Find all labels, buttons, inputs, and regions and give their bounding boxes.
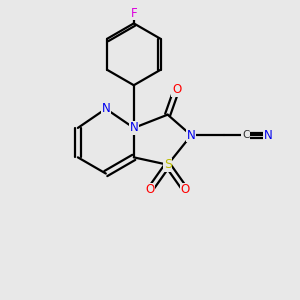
Text: O: O [146,183,154,196]
Text: N: N [129,122,138,134]
Text: N: N [101,102,110,115]
Text: C: C [242,130,249,140]
Text: O: O [181,183,190,196]
Text: S: S [164,158,172,171]
Text: N: N [187,129,196,142]
Text: O: O [172,83,181,96]
Text: N: N [263,129,272,142]
Text: F: F [130,7,137,20]
